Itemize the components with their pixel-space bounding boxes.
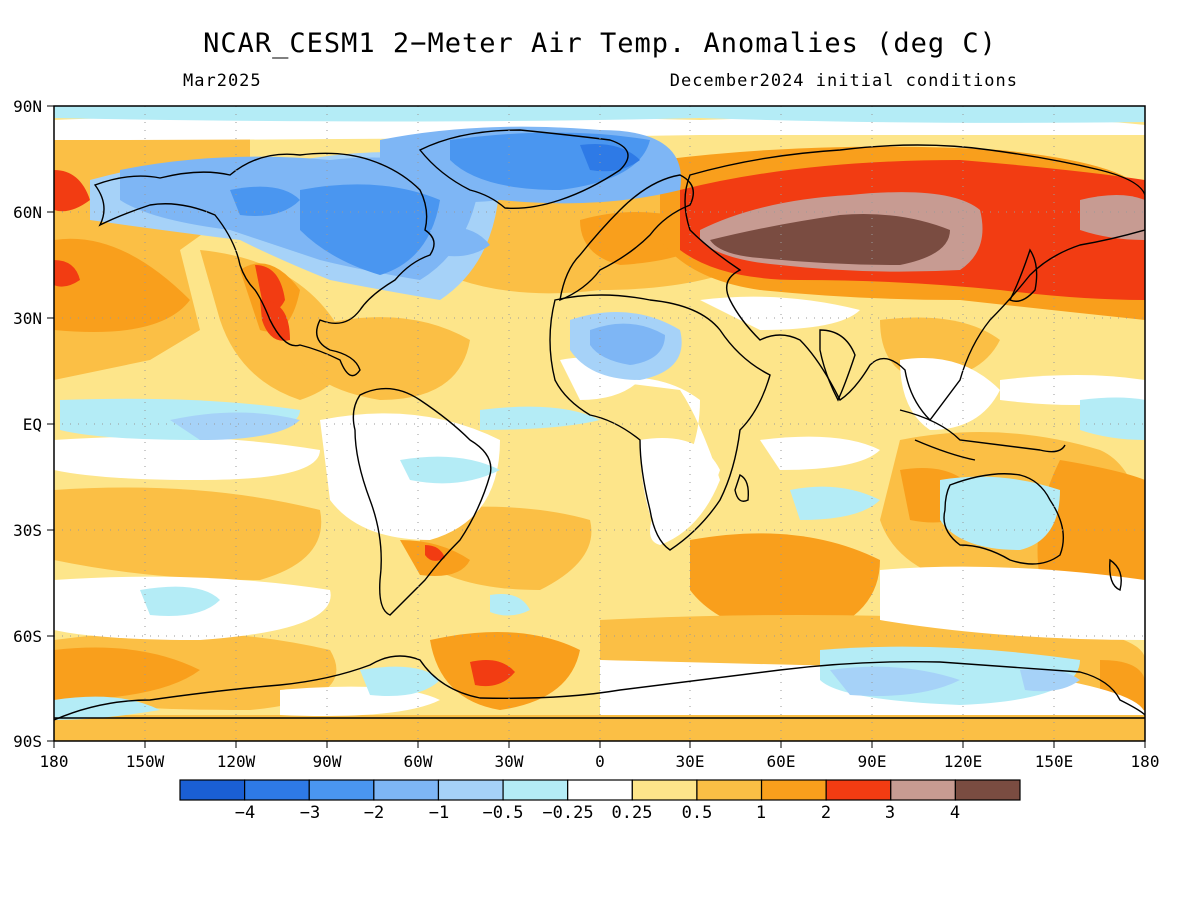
colorbar-labels: −4 −3 −2 −1 −0.5 −0.25 0.25 0.5 1 2 3 4 (235, 803, 960, 823)
lat-label: EQ (23, 415, 42, 434)
colorbar: −4 −3 −2 −1 −0.5 −0.25 0.25 0.5 1 2 3 4 (179, 779, 1021, 823)
colorbar-label: −0.25 (542, 803, 593, 823)
colorbar-label: 2 (821, 803, 831, 823)
lon-label: 180 (40, 752, 69, 771)
lon-label: 90W (313, 752, 342, 771)
colorbar-label: −1 (429, 803, 449, 823)
lon-label: 30E (676, 752, 705, 771)
temperature-anomaly-field (54, 106, 1145, 741)
lat-label: 30S (13, 521, 42, 540)
colorbar-swatch (502, 779, 569, 801)
colorbar-label: −0.5 (483, 803, 524, 823)
coastlines (54, 129, 1145, 721)
lat-label: 60S (13, 627, 42, 646)
colorbar-label: 4 (950, 803, 960, 823)
lat-label: 60N (13, 203, 42, 222)
colorbar-swatch (631, 779, 698, 801)
colorbar-swatch (954, 779, 1021, 801)
colorbar-swatch (437, 779, 504, 801)
colorbar-swatches (179, 779, 1021, 801)
lon-label: 150E (1035, 752, 1074, 771)
colorbar-swatch (696, 779, 763, 801)
colorbar-label: 0.5 (682, 803, 713, 823)
lon-label: 120W (217, 752, 256, 771)
colorbar-label: 0.25 (612, 803, 653, 823)
lon-label: 90E (858, 752, 887, 771)
lon-label: 60E (767, 752, 796, 771)
colorbar-swatch (179, 779, 246, 801)
latitude-labels: 90N 60N 30N EQ 30S 60S 90S (13, 97, 42, 751)
lat-label: 90N (13, 97, 42, 116)
colorbar-swatch (890, 779, 956, 801)
lon-label: 60W (404, 752, 433, 771)
colorbar-label: −2 (364, 803, 384, 823)
colorbar-label: 1 (756, 803, 766, 823)
lat-label: 30N (13, 309, 42, 328)
lon-label: 0 (595, 752, 605, 771)
lon-label: 120E (944, 752, 983, 771)
lat-label: 90S (13, 732, 42, 751)
colorbar-swatch (373, 779, 440, 801)
valid-month-label: Mar2025 (183, 71, 262, 91)
colorbar-swatch (825, 779, 892, 801)
colorbar-swatch (308, 779, 375, 801)
colorbar-swatch (760, 779, 827, 801)
colorbar-label: 3 (885, 803, 895, 823)
lon-label: 150W (126, 752, 165, 771)
colorbar-swatch (244, 779, 310, 801)
colorbar-label: −3 (300, 803, 320, 823)
lon-label: 30W (495, 752, 524, 771)
colorbar-swatch (567, 779, 633, 801)
init-conditions-label: December2024 initial conditions (669, 71, 1018, 91)
colorbar-label: −4 (235, 803, 255, 823)
longitude-labels: 180 150W 120W 90W 60W 30W 0 30E 60E 90E … (40, 752, 1160, 771)
lon-label: 180 (1131, 752, 1160, 771)
map-title: NCAR_CESM1 2−Meter Air Temp. Anomalies (… (203, 28, 997, 59)
axis-ticks (47, 105, 1146, 748)
